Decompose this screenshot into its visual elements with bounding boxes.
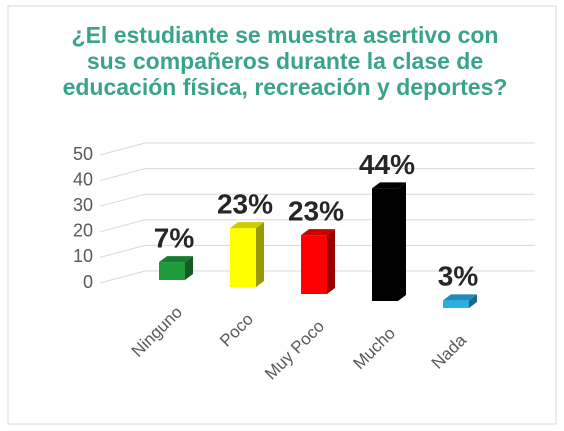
x-tick-label: Nada bbox=[428, 330, 471, 373]
bar bbox=[301, 235, 327, 294]
x-tick-label: Muy Poco bbox=[261, 317, 328, 384]
data-label: 23% bbox=[288, 196, 344, 227]
x-tick-label: Poco bbox=[216, 310, 257, 351]
bar-side bbox=[398, 182, 406, 301]
y-tick-label: 40 bbox=[73, 169, 93, 189]
bar-top bbox=[230, 222, 264, 229]
bar bbox=[230, 228, 256, 287]
y-tick-label: 50 bbox=[73, 144, 93, 164]
bar-top bbox=[159, 256, 193, 263]
x-tick-label: Mucho bbox=[349, 324, 399, 374]
bar-side bbox=[256, 222, 264, 287]
data-label: 44% bbox=[359, 149, 415, 180]
data-label: 3% bbox=[438, 261, 479, 292]
bar-side bbox=[327, 229, 335, 294]
bar-top bbox=[372, 182, 406, 189]
grid-line bbox=[99, 168, 535, 182]
bar bbox=[443, 300, 469, 308]
chart-border bbox=[7, 5, 557, 425]
y-tick-label: 10 bbox=[73, 246, 93, 266]
bar-side bbox=[185, 256, 193, 280]
y-tick-label: 0 bbox=[83, 272, 93, 292]
y-tick-label: 30 bbox=[73, 195, 93, 215]
bar bbox=[159, 262, 185, 280]
data-label: 7% bbox=[154, 222, 195, 253]
x-tick-label: Ninguno bbox=[128, 303, 186, 361]
bar-side bbox=[469, 294, 477, 308]
grid-line bbox=[99, 142, 535, 156]
data-label: 23% bbox=[217, 189, 273, 220]
bar-top bbox=[443, 294, 477, 301]
bar bbox=[372, 188, 398, 301]
bar-top bbox=[301, 229, 335, 236]
y-tick-label: 20 bbox=[73, 221, 93, 241]
chart-title: ¿El estudiante se muestra asertivo con s… bbox=[62, 22, 508, 100]
